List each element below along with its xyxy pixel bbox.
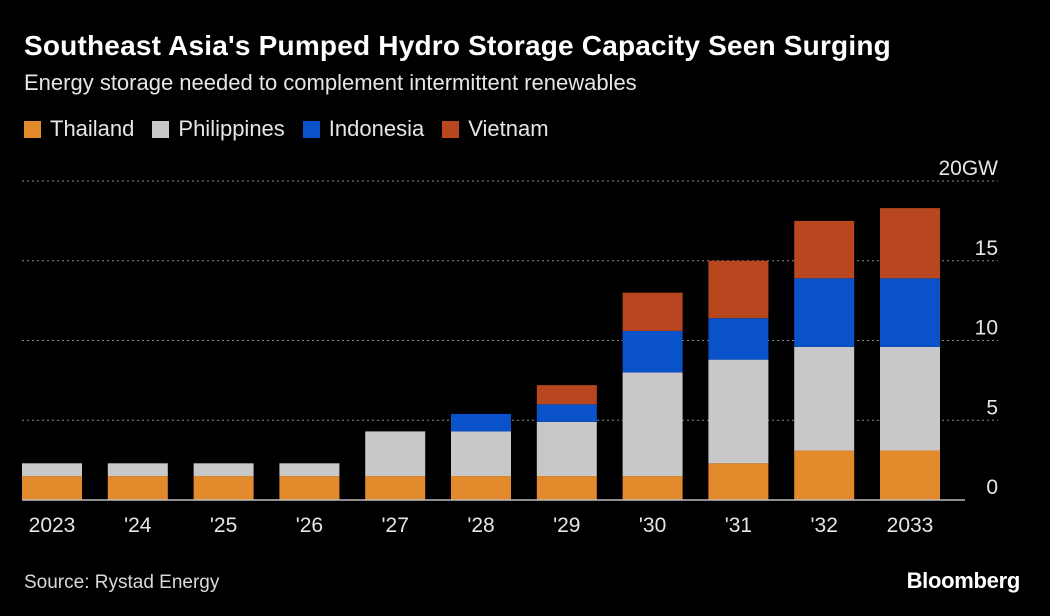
bar-segment-indonesia bbox=[536, 404, 597, 422]
bar-segment-thailand bbox=[107, 476, 168, 500]
bar-segment-thailand bbox=[880, 450, 940, 500]
x-tick-label: '28 bbox=[467, 514, 494, 537]
legend-swatch bbox=[442, 120, 460, 138]
legend-item-philippines: Philippines bbox=[152, 116, 285, 142]
x-tick-label: '27 bbox=[382, 514, 409, 537]
chart-subtitle: Energy storage needed to complement inte… bbox=[24, 70, 637, 95]
source-note: Source: Rystad Energy bbox=[24, 572, 220, 593]
bar-segment-philippines bbox=[622, 372, 683, 477]
x-tick-label: '30 bbox=[639, 514, 666, 537]
chart-title: Southeast Asia's Pumped Hydro Storage Ca… bbox=[24, 30, 891, 61]
bloomberg-logo: Bloomberg bbox=[906, 568, 1021, 593]
x-tick-label: '32 bbox=[811, 514, 838, 537]
legend: Thailand Philippines Indonesia Vietnam bbox=[24, 116, 549, 142]
bar-segment-indonesia bbox=[794, 278, 855, 347]
legend-label: Thailand bbox=[50, 116, 135, 141]
y-tick-label: 0 bbox=[986, 476, 998, 499]
bar-segment-vietnam bbox=[708, 260, 769, 319]
y-tick-label: 10 bbox=[975, 317, 998, 340]
x-tick-label: 2033 bbox=[887, 514, 934, 537]
bar-segment-philippines bbox=[794, 346, 855, 451]
legend-item-indonesia: Indonesia bbox=[302, 116, 425, 142]
bar-segment-indonesia bbox=[880, 278, 940, 347]
bar-segment-philippines bbox=[279, 463, 340, 477]
legend-item-vietnam: Vietnam bbox=[442, 116, 549, 142]
bar-segment-thailand bbox=[794, 450, 855, 500]
bar-segment-vietnam bbox=[794, 220, 855, 279]
legend-swatch bbox=[24, 120, 41, 138]
bar-segment-philippines bbox=[193, 463, 254, 477]
legend-label: Philippines bbox=[178, 116, 285, 141]
x-tick-label: '31 bbox=[725, 514, 752, 537]
x-tick-label: '24 bbox=[124, 514, 152, 537]
bar-segment-vietnam bbox=[536, 385, 597, 405]
y-tick-label: 5 bbox=[986, 396, 998, 419]
bar-segment-indonesia bbox=[451, 413, 511, 432]
bar-segment-indonesia bbox=[708, 318, 769, 360]
bar-segment-philippines bbox=[708, 359, 769, 464]
bar-segment-vietnam bbox=[880, 208, 940, 279]
x-tick-label: 2023 bbox=[29, 514, 76, 537]
bar-segment-philippines bbox=[22, 463, 82, 477]
bar-segment-indonesia bbox=[622, 330, 683, 373]
bar-segment-thailand bbox=[622, 476, 683, 500]
legend-label: Indonesia bbox=[328, 116, 425, 141]
bar-segment-thailand bbox=[193, 476, 254, 500]
bar-segment-thailand bbox=[536, 476, 597, 500]
bar-segment-thailand bbox=[365, 476, 426, 500]
legend-swatch bbox=[302, 120, 320, 138]
bar-segment-philippines bbox=[880, 346, 940, 451]
legend-label: Vietnam bbox=[468, 116, 549, 141]
x-tick-label: '29 bbox=[553, 514, 580, 537]
legend-item-thailand: Thailand bbox=[24, 116, 134, 142]
legend-swatch bbox=[152, 120, 170, 138]
x-tick-label: '25 bbox=[210, 514, 237, 537]
bar-segment-philippines bbox=[536, 421, 597, 477]
bar-segment-thailand bbox=[22, 476, 82, 500]
bar-segment-thailand bbox=[279, 476, 340, 500]
bar-segment-thailand bbox=[451, 476, 511, 500]
y-tick-label: 20GW bbox=[938, 157, 998, 180]
bar-segment-philippines bbox=[107, 463, 168, 477]
bar-segment-thailand bbox=[708, 463, 769, 500]
bar-segment-vietnam bbox=[622, 292, 683, 331]
x-tick-label: '26 bbox=[296, 514, 323, 537]
bar-segment-philippines bbox=[365, 431, 426, 477]
bar-segment-philippines bbox=[451, 431, 511, 477]
y-tick-label: 15 bbox=[975, 237, 998, 260]
